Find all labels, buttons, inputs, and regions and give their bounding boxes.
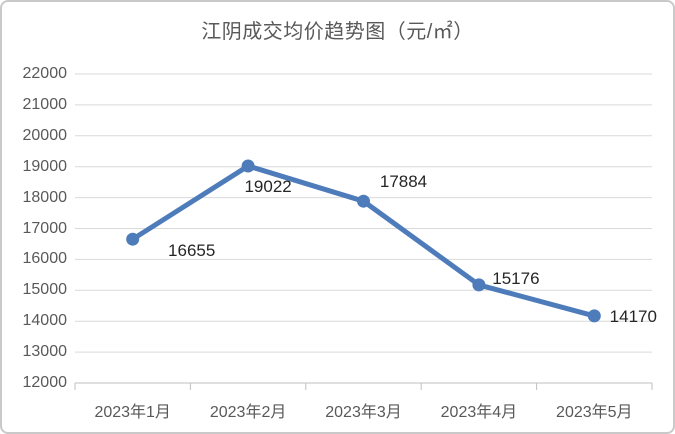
data-point-marker (357, 194, 370, 208)
y-axis-label: 13000 (22, 343, 68, 361)
data-point-marker (126, 232, 140, 246)
data-label: 15176 (492, 268, 540, 288)
x-axis-label: 2023年3月 (325, 404, 402, 421)
y-axis-label: 22000 (22, 65, 68, 82)
data-point-marker (241, 159, 255, 173)
x-axis-label: 2023年4月 (440, 404, 518, 421)
y-axis-label: 17000 (22, 219, 68, 237)
data-label: 17884 (379, 172, 428, 192)
y-axis-label: 14000 (22, 312, 68, 330)
y-axis-label: 21000 (22, 95, 68, 113)
x-axis-label: 2023年2月 (209, 404, 287, 421)
y-axis-label: 19000 (22, 157, 68, 175)
data-label: 16655 (168, 241, 216, 261)
x-axis-label: 2023年1月 (94, 404, 171, 421)
data-point-marker (587, 309, 601, 323)
chart-title: 江阴成交均价趋势图（元/㎡） (201, 21, 474, 43)
y-axis-label: 18000 (22, 188, 68, 206)
data-label: 14170 (609, 306, 657, 326)
x-axis-label: 2023年5月 (556, 404, 633, 421)
data-point-marker (472, 278, 486, 292)
y-axis-label: 20000 (22, 126, 68, 144)
y-axis-label: 15000 (22, 281, 68, 299)
data-label: 19022 (244, 177, 292, 197)
y-axis-label: 12000 (22, 374, 68, 391)
y-axis-label: 16000 (22, 250, 68, 268)
